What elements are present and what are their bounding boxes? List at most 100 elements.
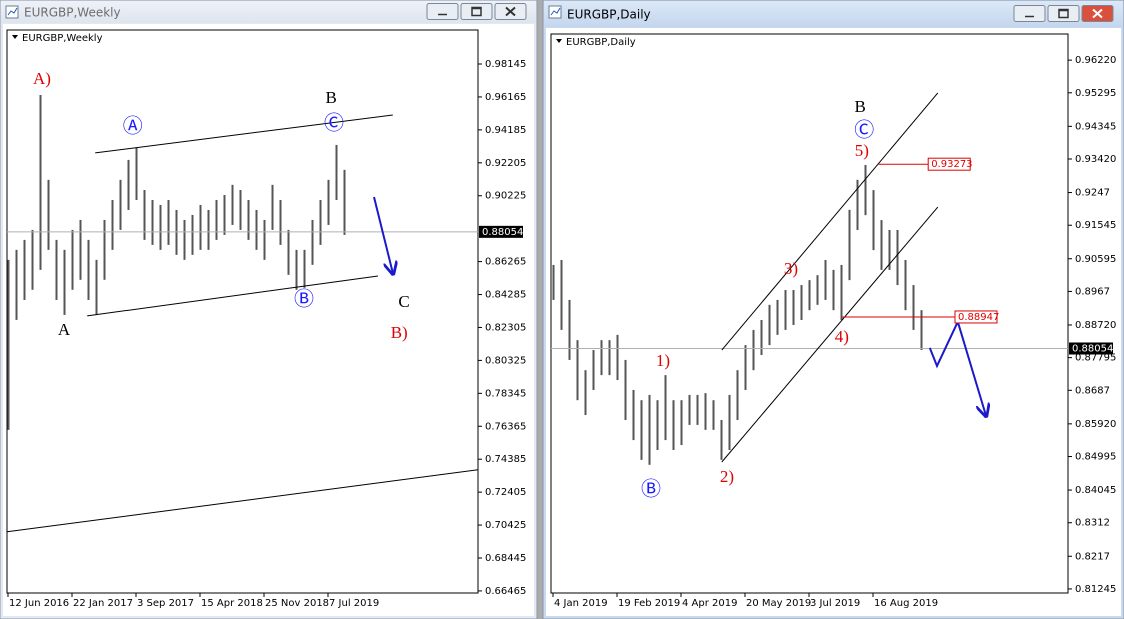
y-tick-label: 0.98145 [485,59,526,70]
y-tick-label: 0.81245 [1075,584,1116,595]
last-price-box [479,225,523,238]
forecast-arrow [373,196,393,273]
close-glyph [1092,8,1103,19]
title-bar [1,1,536,23]
minimize-button[interactable] [426,3,459,20]
minimize-button[interactable] [1013,5,1046,22]
y-tick-label: 0.85920 [1075,419,1116,430]
x-tick-label: 16 Aug 2019 [874,598,938,609]
y-tick-label: 0.9247 [1075,188,1110,199]
forecast-arrow [928,319,986,415]
y-tick-label: 0.84045 [1075,485,1116,496]
x-tick-label: 4 Jan 2019 [554,598,608,609]
y-tick-label: 0.86265 [485,257,526,268]
trend-line [7,469,478,533]
y-tick-label: 0.94345 [1075,121,1116,132]
trend-line [87,275,379,317]
trend-line [721,92,939,351]
x-tick-label: 3 Sep 2017 [137,598,194,609]
wave-label: 1) [656,351,670,370]
y-tick-label: 0.72405 [485,487,526,498]
y-tick-label: 0.82305 [485,322,526,333]
y-tick-label: 0.8687 [1075,385,1110,396]
last-price-label: 0.88054 [482,227,523,238]
trend-line [95,114,393,154]
wave-label: Ⓒ [854,118,874,142]
maximize-button[interactable] [1047,5,1080,22]
x-tick-label: 7 Jul 2019 [329,598,379,609]
symbol-menu-arrow [12,35,18,39]
y-tick-label: 0.68445 [485,553,526,564]
trend-line [721,206,939,463]
x-tick-label: 4 Apr 2019 [682,598,737,609]
y-tick-label: 0.84995 [1075,452,1116,463]
wave-label: B [326,88,337,107]
x-tick-label: 15 Apr 2018 [201,598,263,609]
wave-label: C [398,292,409,311]
wave-label: Ⓑ [641,476,661,500]
y-tick-label: 0.87795 [1075,353,1116,364]
wave-label: A) [33,69,51,88]
y-tick-label: 0.93420 [1075,154,1116,165]
plot-layer [7,95,478,533]
y-tick-label: 0.94185 [485,125,526,136]
chart-label: EURGBP,Weekly [22,33,103,44]
y-tick-label: 0.76365 [485,421,526,432]
level-box [954,310,998,324]
last-price-label: 0.88054 [1072,343,1113,354]
chart-label: EURGBP,Daily [566,37,636,48]
y-tick-label: 0.8967 [1075,286,1110,297]
window-icon-glyph [550,7,561,16]
wave-label: Ⓑ [294,286,314,310]
window-title: EURGBP,Weekly [24,6,121,20]
level-label: 0.93273 [931,159,972,170]
plot-layer [551,92,1068,465]
y-tick-label: 0.90225 [485,191,526,202]
chart-window: EURGBP,Weekly EURGBP,Weekly 0.98145 0.96165… [0,0,538,619]
wave-label: 3) [784,259,798,278]
x-tick-label: 25 Nov 2018 [265,598,329,609]
y-tick-label: 0.88720 [1075,320,1116,331]
plot-area [6,29,479,594]
window-title: EURGBP,Daily [567,8,651,22]
x-tick-label: 20 May 2019 [746,598,811,609]
y-tick-label: 0.80325 [485,355,526,366]
last-price-box [1069,342,1113,355]
y-tick-label: 0.74385 [485,454,526,465]
x-tick-label: 12 Jun 2016 [9,598,69,609]
wave-label: B) [391,323,408,342]
y-tick-label: 0.90595 [1075,254,1116,265]
maximize-button[interactable] [460,3,493,20]
y-tick-label: 0.8217 [1075,551,1110,562]
wave-label: 4) [835,327,849,346]
symbol-menu-arrow [556,39,562,43]
level-box [927,157,971,171]
y-tick-label: 0.92205 [485,158,526,169]
wave-label: B [855,97,866,116]
y-tick-label: 0.78345 [485,388,526,399]
y-tick-label: 0.84285 [485,290,526,301]
y-tick-label: 0.91545 [1075,220,1116,231]
y-tick-label: 0.95295 [1075,88,1116,99]
x-tick-label: 22 Jan 2017 [73,598,133,609]
x-tick-label: 19 Feb 2019 [618,598,680,609]
y-tick-label: 0.66465 [485,586,526,597]
y-tick-label: 0.96220 [1075,55,1116,66]
window-icon-glyph [7,7,18,16]
y-tick-label: 0.70425 [485,520,526,531]
y-tick-label: 0.8312 [1075,518,1110,529]
wave-label: Ⓒ [324,110,344,134]
wave-label: Ⓐ [123,113,143,137]
chart-window: EURGBP,Daily EURGBP,Daily 0.96220 0.95295 0.… [542,0,1124,619]
wave-label: 2) [720,467,734,486]
y-tick-label: 0.96165 [485,92,526,103]
maximize-glyph [1058,8,1069,19]
maximize-glyph [471,6,482,17]
wave-label: 5) [855,141,869,160]
x-tick-label: 3 Jul 2019 [810,598,860,609]
close-glyph [505,6,516,17]
level-label: 0.88947 [958,312,999,323]
wave-label: A [58,320,71,339]
